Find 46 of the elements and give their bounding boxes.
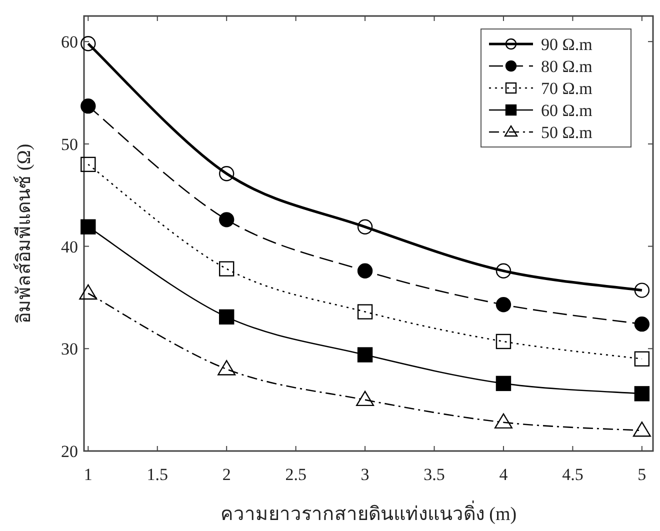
point [632,422,651,437]
point [218,166,234,182]
x-tick-label: 3 [360,465,370,484]
point [357,304,373,320]
y-tick-label: 40 [61,237,78,256]
point [634,316,650,332]
point [357,347,373,362]
point [218,309,234,325]
point [357,263,373,278]
point [79,284,98,300]
legend-label: 70 Ω.m [541,79,592,98]
point [496,297,512,312]
point [80,219,96,234]
point [80,36,96,52]
point [634,351,650,366]
x-tick-label: 4.5 [562,465,584,484]
legend-label: 50 Ω.m [541,123,592,142]
y-tick-label: 60 [61,32,78,52]
x-tick-label: 1 [84,465,92,484]
legend-label: 80 Ω.m [541,57,592,76]
x-tick-label: 5 [638,465,646,484]
y-tick-label: 30 [61,340,78,359]
point [218,360,236,376]
point [356,390,374,406]
point [218,212,234,228]
point [496,376,512,392]
point [80,98,96,114]
y-tick-label: 20 [61,442,78,461]
legend-label: 90 Ω.m [541,35,592,54]
point [357,219,373,234]
x-tick-label: 1.5 [146,465,168,484]
point [218,261,234,276]
point [496,334,512,350]
legend-label: 60 Ω.m [541,101,592,120]
point [494,413,512,429]
point [496,263,512,278]
x-tick-label: 2.5 [285,465,306,484]
x-tick-label: 3.5 [424,465,445,484]
y-axis-title: อิมพัลส์อิมพีแดนซ์ (Ω) [13,144,35,324]
x-axis-title: ความยาวรากสายดินแท่งแนวดิ่ง (m) [220,500,517,525]
x-tick-label: 2 [222,465,231,484]
point [634,282,650,298]
point [634,386,650,402]
point [80,156,96,172]
y-tick-label: 50 [61,134,78,154]
x-tick-label: 4 [499,465,508,484]
